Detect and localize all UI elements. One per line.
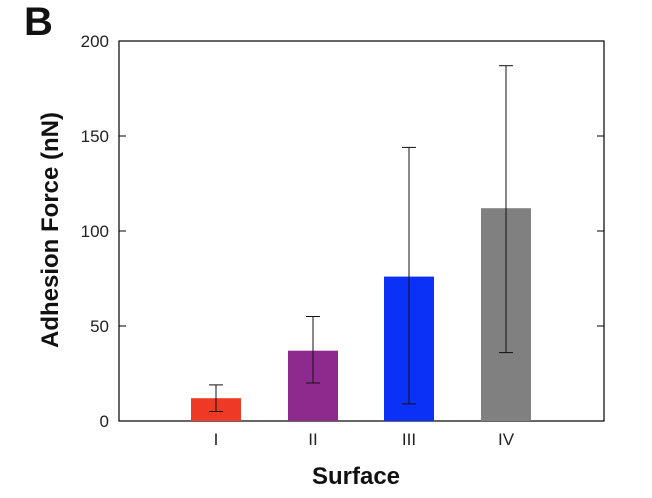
y-tick-label: 50 [90, 317, 109, 336]
x-tick-label: IV [498, 430, 515, 449]
error-bars [209, 65, 513, 412]
x-axis-ticks: I II III IV [214, 414, 515, 449]
x-tick-label: II [308, 430, 317, 449]
y-tick-label: 200 [81, 32, 109, 51]
y-tick-label: 150 [81, 127, 109, 146]
x-axis-title: Surface [312, 463, 400, 490]
plot-frame [118, 40, 605, 422]
bars [191, 208, 531, 421]
x-tick-label: III [402, 430, 416, 449]
plot-border [118, 40, 605, 422]
y-tick-label: 100 [81, 222, 109, 241]
y-axis-ticks: 0 50 100 150 200 [81, 32, 604, 431]
panel-label: B [24, 0, 53, 44]
y-tick-label: 0 [100, 412, 109, 431]
y-axis-title: Adhesion Force (nN) [37, 112, 64, 348]
x-tick-label: I [214, 430, 219, 449]
